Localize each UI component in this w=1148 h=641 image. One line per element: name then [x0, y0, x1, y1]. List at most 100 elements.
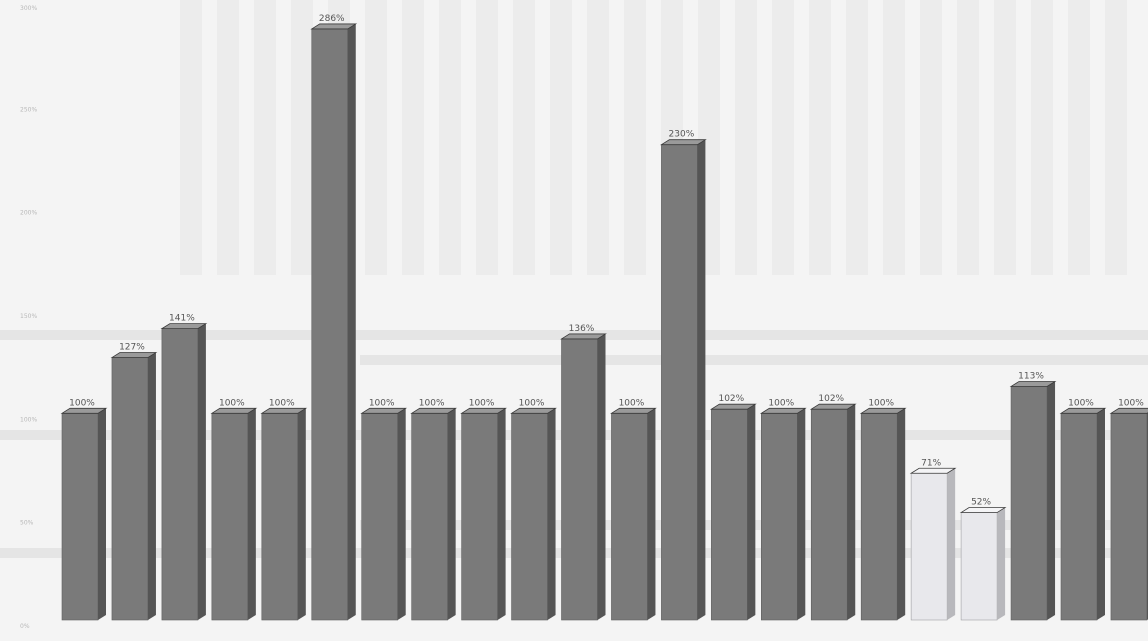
bar-front	[860, 413, 898, 621]
data-label: 71%	[921, 458, 941, 468]
bar-side	[747, 404, 756, 620]
bar-side	[997, 507, 1006, 620]
bar	[460, 407, 507, 621]
bar-front	[810, 408, 848, 621]
bar-top	[260, 407, 308, 414]
bar-front	[61, 413, 99, 621]
bar	[959, 507, 1007, 621]
bar-side	[547, 408, 556, 620]
bar	[1059, 407, 1107, 621]
ghost-text-line	[360, 355, 1148, 365]
bar-front	[1110, 413, 1148, 621]
ghost-bar	[1031, 0, 1053, 275]
bar-front	[611, 413, 648, 621]
data-label: 127%	[119, 343, 145, 353]
ghost-bar	[217, 0, 239, 275]
data-label: 141%	[169, 314, 195, 324]
data-label: 286%	[319, 14, 345, 24]
ghost-bar	[735, 0, 757, 275]
y-tick-label: 300%	[20, 5, 37, 12]
bar-side	[797, 408, 806, 620]
bar-front	[511, 413, 548, 621]
data-label: 102%	[818, 394, 844, 404]
bar	[510, 407, 557, 621]
ghost-bar	[846, 0, 868, 275]
bar-front	[1060, 413, 1098, 621]
data-label: 100%	[619, 398, 645, 408]
bar-front	[411, 413, 448, 621]
data-label: 100%	[519, 398, 545, 408]
ghost-bar	[809, 0, 831, 275]
bar	[160, 323, 208, 621]
bar-front	[161, 328, 199, 621]
bar	[909, 467, 957, 621]
bar-front	[960, 512, 998, 621]
bar-top	[660, 139, 707, 146]
ghost-bar	[476, 0, 498, 275]
bar-top	[460, 407, 507, 414]
bar-top	[709, 403, 757, 410]
bar	[709, 403, 757, 621]
bar	[759, 407, 807, 621]
y-tick-label: 250%	[20, 106, 37, 113]
bar	[809, 403, 857, 621]
bar-top	[310, 23, 358, 30]
ghost-bar	[402, 0, 424, 275]
bar	[60, 407, 108, 621]
data-label: 52%	[971, 498, 991, 508]
bar-side	[247, 408, 256, 620]
bar-top	[60, 407, 108, 414]
data-label: 100%	[1068, 398, 1094, 408]
bar-side	[1097, 408, 1105, 620]
bar-top	[410, 407, 458, 414]
bar-side	[447, 408, 456, 620]
bar-side	[497, 408, 506, 620]
ghost-bar	[587, 0, 609, 275]
bar-front	[311, 28, 349, 621]
bar-top	[859, 407, 907, 414]
bar-side	[1047, 381, 1056, 620]
ghost-bar	[291, 0, 313, 275]
y-tick-label: 50%	[20, 520, 34, 527]
bar-front	[561, 338, 598, 621]
y-tick-label: 0%	[20, 623, 30, 630]
data-label: 100%	[419, 398, 445, 408]
bar-front	[361, 413, 399, 621]
bar-top	[809, 403, 857, 410]
bar-side	[197, 323, 206, 620]
ghost-bar	[180, 0, 202, 275]
bar-side	[947, 468, 956, 620]
bar	[110, 352, 158, 621]
bar	[210, 407, 258, 621]
ghost-bar	[365, 0, 387, 275]
data-label: 100%	[219, 398, 245, 408]
ghost-bar	[1105, 0, 1127, 275]
bar-front	[910, 472, 948, 621]
bar	[859, 407, 907, 621]
bar-front	[661, 144, 698, 621]
bar-side	[147, 352, 156, 620]
bar-front	[760, 413, 798, 621]
bar-side	[397, 408, 406, 620]
bar	[410, 407, 458, 621]
bar-front	[1010, 386, 1048, 621]
data-label: 100%	[1118, 398, 1144, 408]
bar-top	[759, 407, 807, 414]
bar-top	[510, 407, 557, 414]
bar-front	[211, 413, 249, 621]
data-label: 113%	[1018, 371, 1044, 381]
ghost-bar	[439, 0, 461, 275]
ghost-bar	[624, 0, 646, 275]
data-label: 136%	[569, 324, 595, 334]
data-label: 100%	[369, 398, 395, 408]
data-label: 100%	[269, 398, 295, 408]
y-tick-label: 100%	[20, 416, 37, 423]
ghost-bar	[550, 0, 572, 275]
ghost-bar	[513, 0, 535, 275]
bar-top	[360, 407, 408, 414]
bar-side	[98, 408, 106, 620]
ghost-bar	[994, 0, 1016, 275]
bar-side	[897, 408, 906, 620]
bar	[360, 407, 408, 621]
